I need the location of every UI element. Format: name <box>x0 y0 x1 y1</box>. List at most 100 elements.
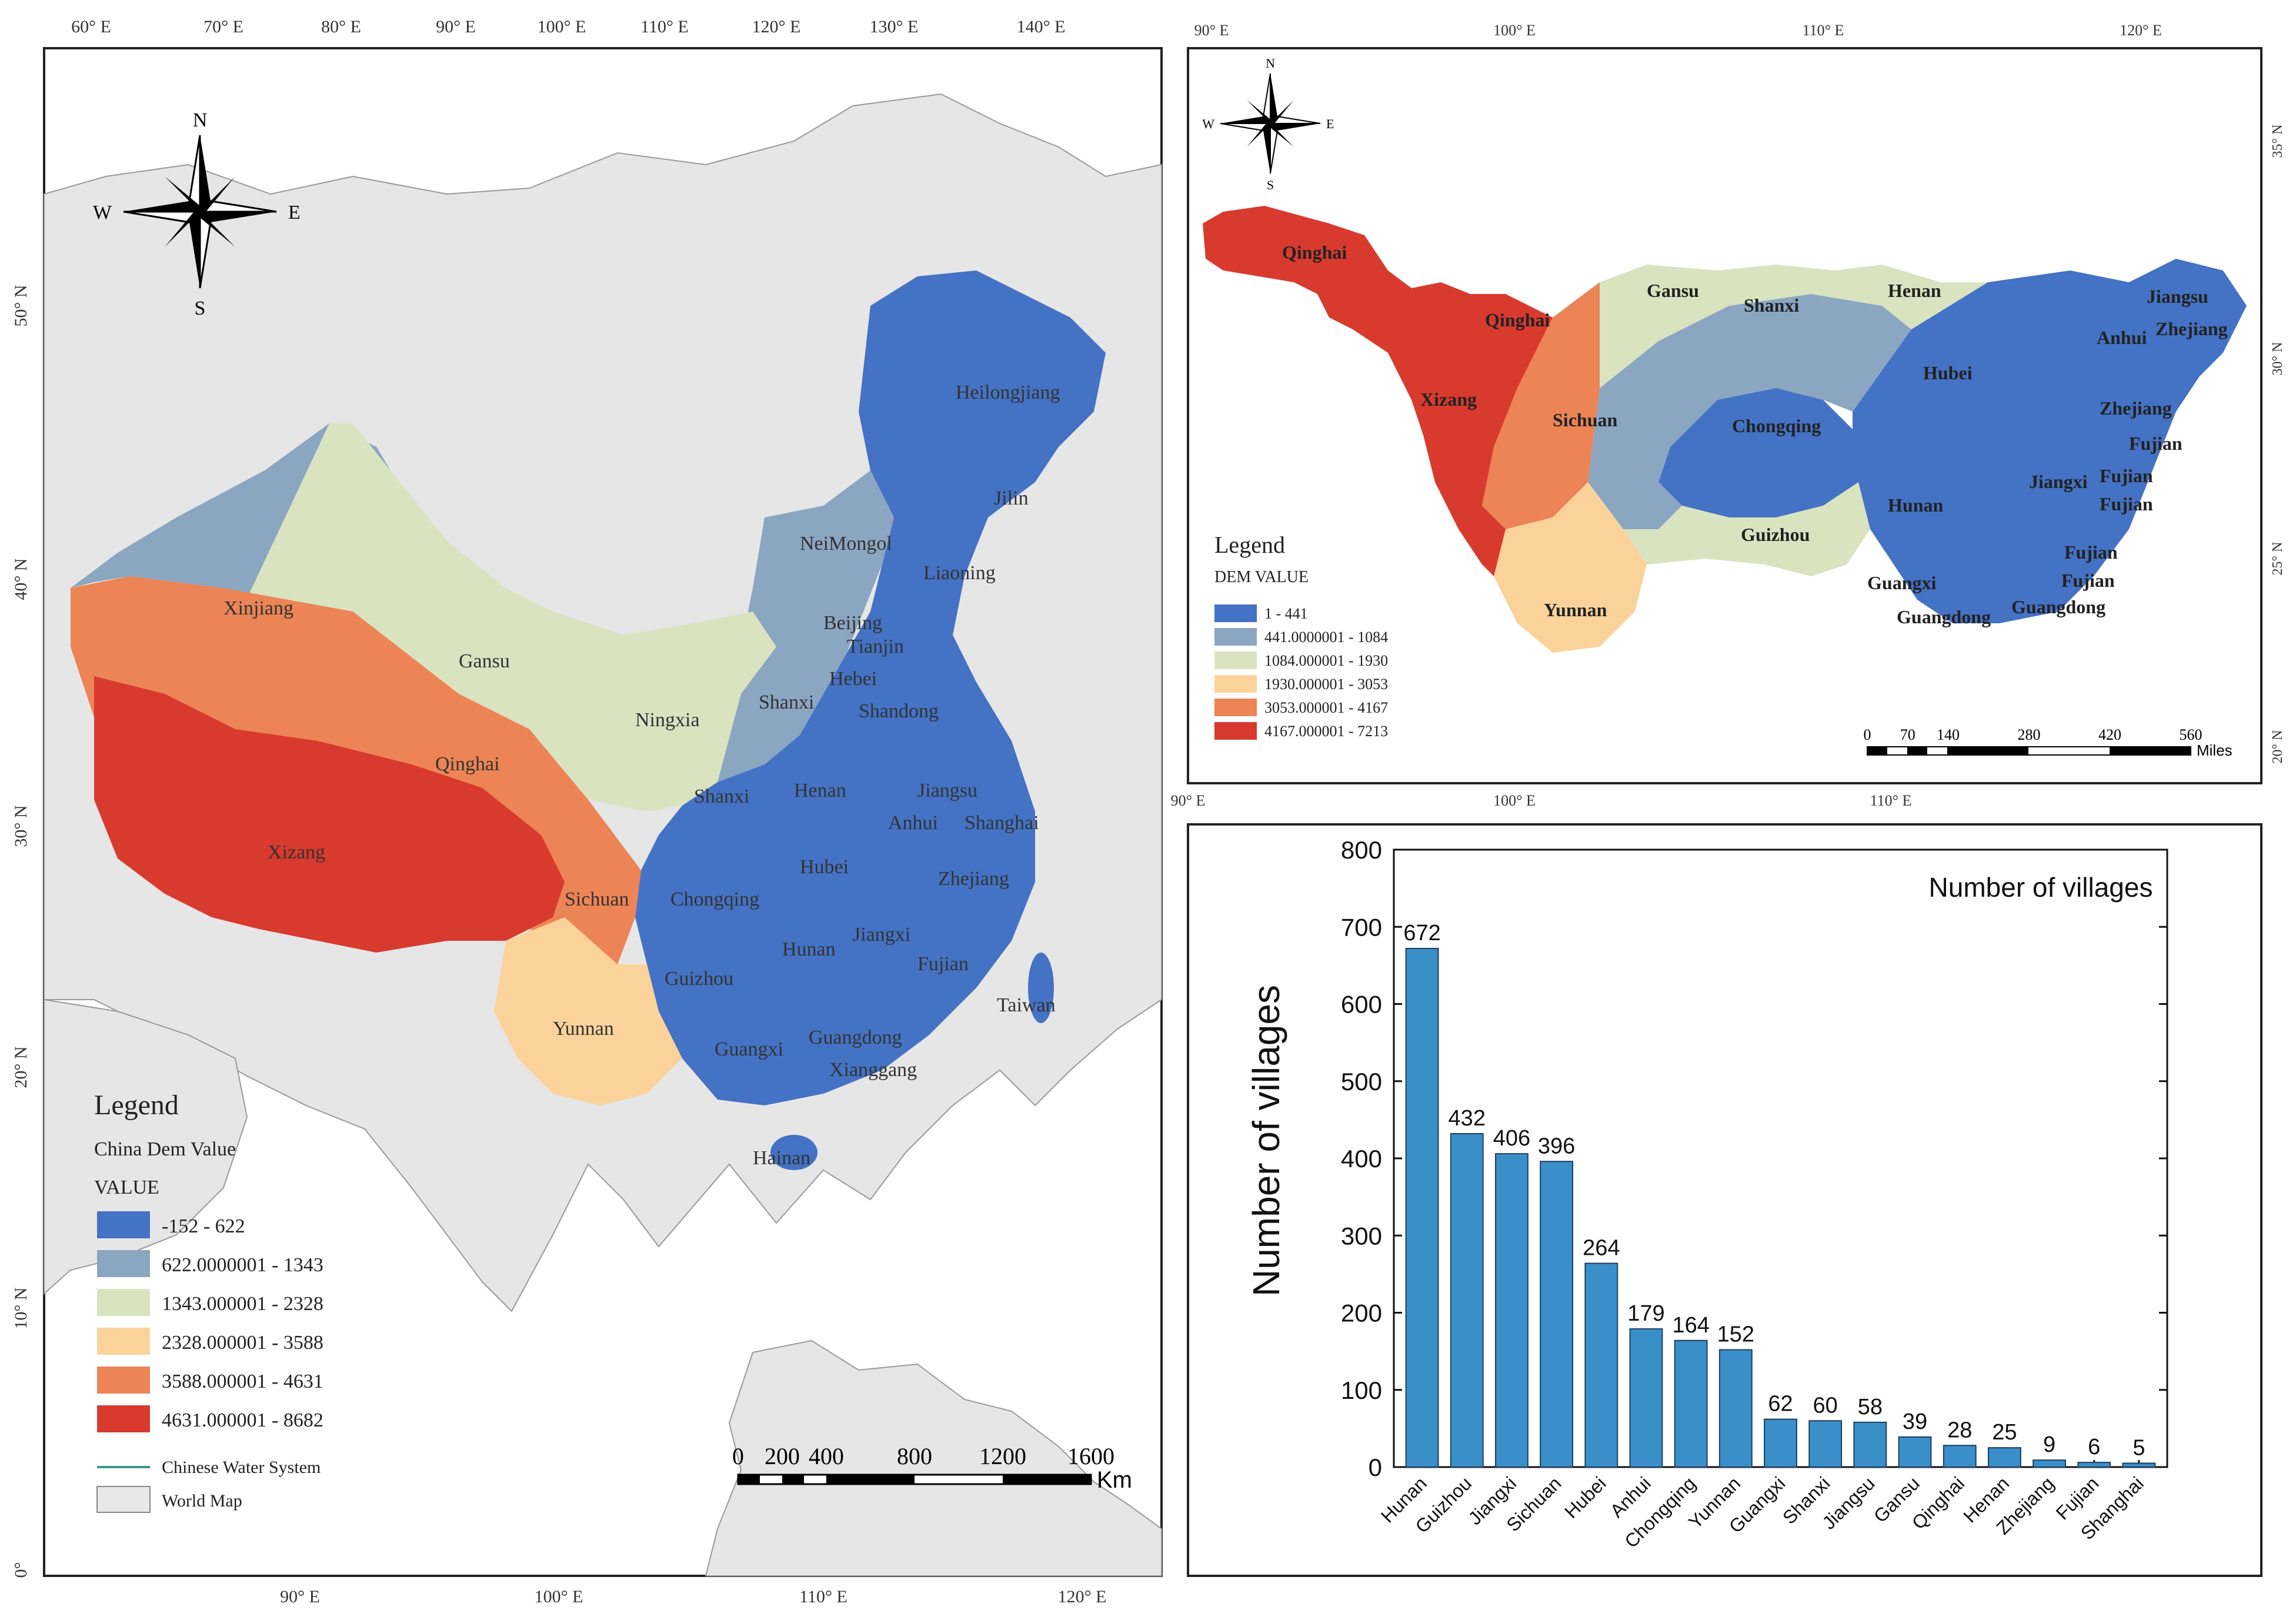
right-lat-labels: 35° N 30° N 25° N 20° N <box>2270 125 2285 764</box>
right-legend-class-label-1: 441.0000001 - 1084 <box>1264 629 1388 646</box>
left-land-india <box>44 998 248 1295</box>
chart-ytick-label-4: 400 <box>1341 1145 1382 1172</box>
left-scale-unit: Km <box>1097 1467 1132 1493</box>
chart-bar-14 <box>2033 1459 2066 1468</box>
left-bottom-lon-110: 110° E <box>799 1587 847 1606</box>
left-compass-n: N <box>193 109 208 131</box>
left-label-jiangxi: Jiangxi <box>853 924 910 946</box>
right-basin-orange <box>1482 282 1600 529</box>
left-legend-swatch-2 <box>97 1289 150 1316</box>
left-label-guangdong: Guangdong <box>809 1027 902 1048</box>
left-top-lon-130: 130° E <box>870 17 919 36</box>
left-legend-swatch-1 <box>97 1250 150 1277</box>
right-label-fujian-5: Fujian <box>2061 570 2115 591</box>
right-legend-class-label-3: 1930.000001 - 3053 <box>1264 676 1388 693</box>
right-basin-tan-south <box>1623 482 1870 576</box>
left-yunnan-tan <box>494 917 682 1105</box>
left-legend-world-label: World Map <box>162 1491 242 1511</box>
left-label-xizang: Xizang <box>268 841 325 863</box>
chart-value-label-13: 25 <box>1992 1420 2017 1445</box>
chart-bar-0 <box>1405 948 1439 1468</box>
right-label-henan: Henan <box>1888 280 1941 301</box>
right-label-chongqing: Chongqing <box>1732 415 1821 436</box>
left-top-lon-140: 140° E <box>1017 17 1066 36</box>
right-lat-30: 30° N <box>2270 342 2285 376</box>
left-label-shanxi-s: Shanxi <box>694 786 749 807</box>
left-legend-swatch-4 <box>97 1367 150 1394</box>
right-compass-n: N <box>1266 56 1275 71</box>
left-compass-w: W <box>93 202 112 223</box>
right-scale-tick-2: 140 <box>1937 726 1960 743</box>
left-scale-tick-2: 400 <box>809 1443 844 1469</box>
right-lat-25: 25° N <box>2270 542 2285 576</box>
left-label-shandong: Shandong <box>859 700 939 722</box>
chart-bar-3 <box>1540 1161 1574 1468</box>
right-compass: N S E W <box>1202 56 1334 192</box>
left-label-sichuan: Sichuan <box>565 888 629 910</box>
left-lat-labels: 50° N 40° N 30° N 20° N 10° N 0° <box>11 285 31 1578</box>
right-legend-class-label-0: 1 - 441 <box>1264 605 1308 622</box>
left-province-labels: Heilongjiang Jilin NeiMongol Liaoning Xi… <box>223 382 1060 1169</box>
left-scale-tick-4: 1200 <box>979 1443 1026 1469</box>
right-scale-tick-5: 560 <box>2180 726 2202 743</box>
right-scale-tick-4: 420 <box>2098 726 2121 743</box>
left-bottom-lon-labels: 90° E 100° E 110° E 120° E <box>280 1587 1106 1606</box>
left-scale-tick-3: 800 <box>897 1443 932 1469</box>
right-label-jiangsu: Jiangsu <box>2147 286 2208 307</box>
left-lat-0: 0° <box>11 1562 31 1578</box>
right-legend-title: Legend <box>1214 532 1285 558</box>
chart-value-label-8: 62 <box>1768 1392 1793 1416</box>
right-label-guangdong-1: Guangdong <box>1897 606 1991 627</box>
chart-value-label-5: 179 <box>1627 1301 1664 1326</box>
right-legend-swatch-3 <box>1214 675 1257 693</box>
chart-bar-6 <box>1674 1339 1708 1468</box>
right-compass-w: W <box>1202 116 1214 131</box>
left-map: N S E W Heilongjiang Jilin NeiMongol Lia… <box>11 17 1163 1606</box>
chart-bar-11 <box>1898 1436 1932 1468</box>
left-legend-swatch-3 <box>97 1328 150 1355</box>
left-top-lon-60: 60° E <box>71 17 111 36</box>
left-label-fujian: Fujian <box>917 953 969 975</box>
right-label-guizhou: Guizhou <box>1741 524 1810 545</box>
right-basin-blue <box>1853 259 2247 623</box>
chart-value-label-16: 5 <box>2133 1435 2145 1460</box>
right-scale-unit: Miles <box>2197 741 2232 759</box>
right-top-lon-100: 100° E <box>1493 22 1536 39</box>
chart-title: Number of villages <box>1929 872 2153 903</box>
left-label-zhejiang: Zhejiang <box>938 868 1009 890</box>
right-legend-class-label-4: 3053.000001 - 4167 <box>1264 699 1388 716</box>
left-legend-swatch-5 <box>97 1405 150 1432</box>
left-label-ningxia: Ningxia <box>635 709 700 731</box>
right-top-lon-labels: 90° E 100° E 110° E 120° E <box>1194 22 2162 39</box>
right-top-lon-90: 90° E <box>1194 22 1229 39</box>
right-label-anhui: Anhui <box>2097 327 2147 348</box>
chart-value-label-0: 672 <box>1403 921 1440 946</box>
right-label-zhejiang-1: Zhejiang <box>2155 318 2228 339</box>
left-top-lon-labels: 60° E 70° E 80° E 90° E 100° E 110° E 12… <box>71 17 1065 36</box>
left-bottom-lon-100: 100° E <box>535 1587 583 1606</box>
left-label-anhui: Anhui <box>888 812 938 834</box>
left-label-jiangsu: Jiangsu <box>917 780 977 801</box>
left-compass-s: S <box>195 298 206 319</box>
left-legend-subtitle: China Dem Value <box>94 1138 236 1160</box>
right-basin-steel <box>1588 294 1911 529</box>
left-label-beijing: Beijing <box>823 612 882 634</box>
right-bottom-lon-110: 110° E <box>1870 792 1912 809</box>
left-tibet-red <box>94 676 565 953</box>
right-legend-swatch-0 <box>1214 604 1257 622</box>
left-legend-class-label-5: 4631.000001 - 8682 <box>162 1409 323 1431</box>
right-basin-red <box>1203 206 1553 576</box>
left-label-hunan: Hunan <box>782 938 836 960</box>
left-label-jilin: Jilin <box>994 487 1029 509</box>
left-top-lon-100: 100° E <box>538 17 586 36</box>
right-label-gansu: Gansu <box>1647 280 1699 301</box>
left-scale-tick-5: 1600 <box>1067 1443 1114 1469</box>
right-basin-yunnan <box>1494 482 1647 653</box>
left-top-lon-80: 80° E <box>321 17 361 36</box>
right-label-guangdong-2: Guangdong <box>2011 596 2105 617</box>
right-bottom-lon-90: 90° E <box>1171 792 1206 809</box>
chart-value-label-4: 264 <box>1583 1236 1620 1261</box>
left-top-lon-90: 90° E <box>436 17 476 36</box>
left-hainan <box>770 1135 817 1170</box>
